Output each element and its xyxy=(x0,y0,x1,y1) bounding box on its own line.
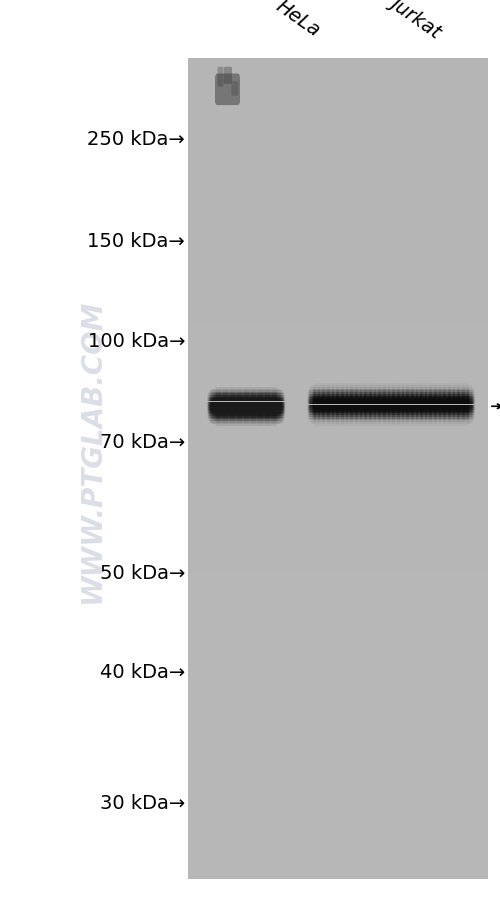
Bar xyxy=(188,428,488,448)
Bar xyxy=(188,736,488,756)
Bar xyxy=(188,223,488,244)
Bar xyxy=(188,448,488,469)
Bar xyxy=(188,244,488,263)
Bar xyxy=(188,59,488,879)
Bar xyxy=(188,551,488,572)
Bar xyxy=(188,120,488,141)
Bar xyxy=(188,141,488,161)
Bar xyxy=(188,674,488,695)
Text: 50 kDa→: 50 kDa→ xyxy=(100,563,185,583)
Bar xyxy=(188,490,488,510)
Bar xyxy=(188,715,488,736)
Bar xyxy=(188,572,488,592)
Bar xyxy=(188,633,488,654)
Bar xyxy=(188,366,488,387)
Text: HeLa: HeLa xyxy=(272,0,324,41)
FancyBboxPatch shape xyxy=(218,68,224,87)
Bar xyxy=(188,202,488,223)
Bar xyxy=(188,305,488,326)
Bar xyxy=(188,326,488,345)
Text: 150 kDa→: 150 kDa→ xyxy=(88,231,185,251)
Bar xyxy=(188,99,488,120)
Bar xyxy=(188,756,488,777)
Bar xyxy=(188,59,488,79)
Bar xyxy=(188,408,488,428)
Bar xyxy=(188,181,488,202)
Bar xyxy=(188,161,488,181)
Text: 100 kDa→: 100 kDa→ xyxy=(88,331,185,351)
Bar xyxy=(188,387,488,408)
Bar xyxy=(188,695,488,715)
Bar xyxy=(188,818,488,839)
Text: Jurkat: Jurkat xyxy=(388,0,445,41)
Bar xyxy=(188,469,488,490)
Text: WWW.PTGLAB.COM: WWW.PTGLAB.COM xyxy=(78,299,106,603)
Bar xyxy=(188,797,488,818)
Bar xyxy=(188,859,488,879)
FancyBboxPatch shape xyxy=(224,68,232,85)
Bar xyxy=(188,511,488,530)
Bar xyxy=(188,777,488,797)
FancyBboxPatch shape xyxy=(215,74,240,106)
Bar xyxy=(188,592,488,612)
Bar xyxy=(188,654,488,675)
Text: 30 kDa→: 30 kDa→ xyxy=(100,793,185,813)
Text: 250 kDa→: 250 kDa→ xyxy=(88,130,185,150)
Bar xyxy=(188,839,488,859)
Bar xyxy=(188,284,488,305)
Bar xyxy=(188,530,488,551)
Text: 70 kDa→: 70 kDa→ xyxy=(100,432,185,452)
FancyBboxPatch shape xyxy=(232,82,238,97)
Bar xyxy=(188,612,488,633)
Text: 40 kDa→: 40 kDa→ xyxy=(100,662,185,682)
Bar xyxy=(188,345,488,366)
Bar xyxy=(188,79,488,100)
Bar xyxy=(188,263,488,284)
